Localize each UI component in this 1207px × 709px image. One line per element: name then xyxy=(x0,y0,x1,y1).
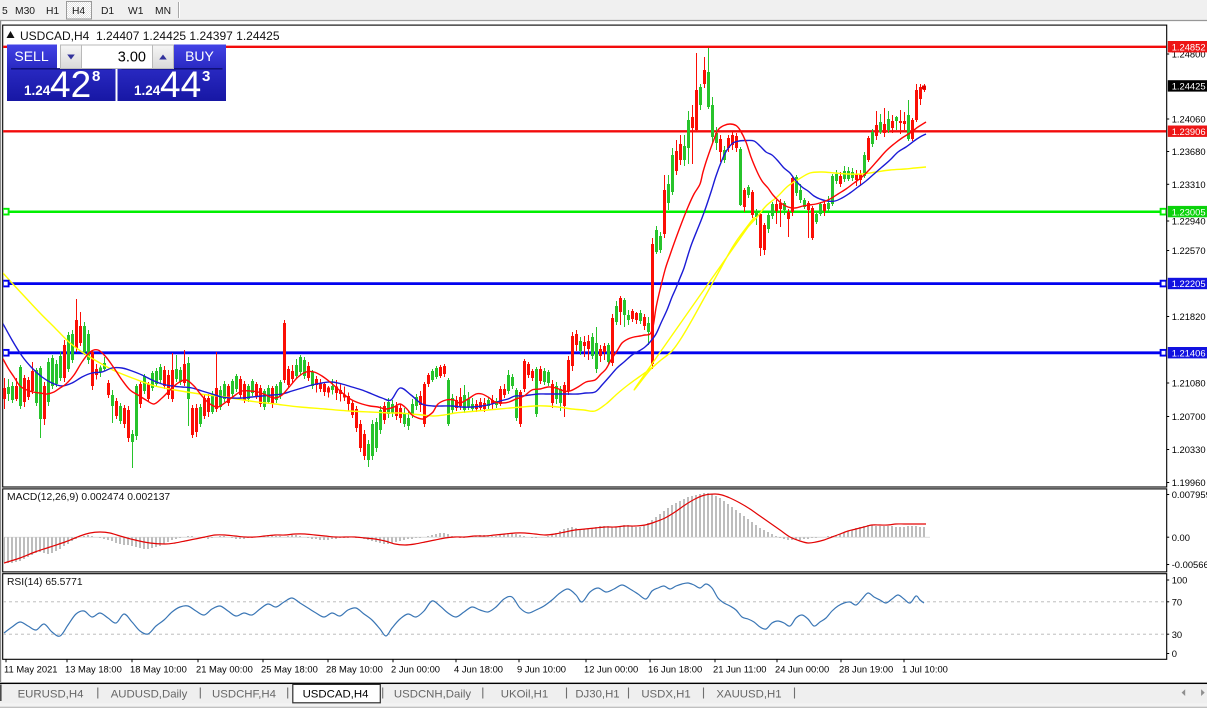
svg-text:21 May 00:00: 21 May 00:00 xyxy=(196,664,253,675)
svg-text:-0.00566: -0.00566 xyxy=(1172,559,1207,570)
svg-text:1.22205: 1.22205 xyxy=(1172,278,1206,289)
svg-text:MACD(12,26,9) 0.002474 0.00213: MACD(12,26,9) 0.002474 0.002137 xyxy=(7,492,170,503)
svg-text:2 Jun 00:00: 2 Jun 00:00 xyxy=(391,664,440,675)
svg-text:SELL: SELL xyxy=(14,48,48,64)
svg-text:MN: MN xyxy=(155,6,171,17)
svg-text:0.007959: 0.007959 xyxy=(1172,489,1207,500)
svg-text:USDCAD,H4 1.24407 1.24425 1.2: USDCAD,H4 1.24407 1.24425 1.24397 1.2442… xyxy=(20,29,280,43)
svg-text:0.00: 0.00 xyxy=(1172,532,1190,543)
svg-text:28 Jun 19:00: 28 Jun 19:00 xyxy=(839,664,893,675)
svg-text:USDX,H1: USDX,H1 xyxy=(641,689,690,701)
svg-text:5: 5 xyxy=(2,6,8,17)
svg-text:1.24800: 1.24800 xyxy=(1172,49,1206,60)
svg-text:1.23906: 1.23906 xyxy=(1172,126,1206,137)
svg-text:12 Jun 00:00: 12 Jun 00:00 xyxy=(584,664,638,675)
svg-text:1.20700: 1.20700 xyxy=(1172,411,1206,422)
svg-text:UKOil,H1: UKOil,H1 xyxy=(501,689,548,701)
svg-text:BUY: BUY xyxy=(185,48,214,64)
svg-text:1.20330: 1.20330 xyxy=(1172,444,1206,455)
svg-text:42: 42 xyxy=(50,64,91,105)
svg-text:3: 3 xyxy=(202,68,210,85)
svg-text:100: 100 xyxy=(1172,575,1188,586)
svg-text:M30: M30 xyxy=(15,6,35,17)
svg-text:USDCAD,H4: USDCAD,H4 xyxy=(303,689,369,701)
svg-text:1.21820: 1.21820 xyxy=(1172,311,1206,322)
svg-text:USDCHF,H4: USDCHF,H4 xyxy=(212,689,276,701)
svg-text:70: 70 xyxy=(1172,596,1182,607)
svg-text:1.22570: 1.22570 xyxy=(1172,245,1206,256)
svg-text:1.23680: 1.23680 xyxy=(1172,146,1206,157)
svg-text:11 May 2021: 11 May 2021 xyxy=(4,664,58,675)
svg-text:1.24425: 1.24425 xyxy=(1172,81,1206,92)
svg-text:RSI(14) 65.5771: RSI(14) 65.5771 xyxy=(7,577,83,588)
svg-text:28 May 10:00: 28 May 10:00 xyxy=(326,664,383,675)
svg-text:1.21080: 1.21080 xyxy=(1172,378,1206,389)
svg-text:16 Jun 18:00: 16 Jun 18:00 xyxy=(648,664,702,675)
svg-text:9 Jun 10:00: 9 Jun 10:00 xyxy=(517,664,566,675)
svg-text:0: 0 xyxy=(1172,648,1177,659)
svg-text:1.22940: 1.22940 xyxy=(1172,216,1206,227)
svg-text:4 Jun 18:00: 4 Jun 18:00 xyxy=(454,664,503,675)
svg-text:1.24060: 1.24060 xyxy=(1172,114,1206,125)
svg-text:13 May 18:00: 13 May 18:00 xyxy=(65,664,122,675)
svg-text:44: 44 xyxy=(160,64,201,105)
svg-text:1.23310: 1.23310 xyxy=(1172,179,1206,190)
svg-text:D1: D1 xyxy=(101,6,114,17)
svg-text:18 May 10:00: 18 May 10:00 xyxy=(130,664,187,675)
svg-text:1.23005: 1.23005 xyxy=(1172,206,1206,217)
svg-text:W1: W1 xyxy=(128,6,144,17)
svg-text:H4: H4 xyxy=(72,6,85,17)
svg-text:USDCNH,Daily: USDCNH,Daily xyxy=(394,689,472,701)
svg-text:21 Jun 11:00: 21 Jun 11:00 xyxy=(713,664,767,675)
svg-text:AUDUSD,Daily: AUDUSD,Daily xyxy=(111,689,188,701)
svg-text:1.24: 1.24 xyxy=(24,83,51,98)
svg-text:8: 8 xyxy=(92,68,100,85)
svg-text:1.24: 1.24 xyxy=(134,83,161,98)
svg-text:EURUSD,H4: EURUSD,H4 xyxy=(18,689,84,701)
svg-text:30: 30 xyxy=(1172,629,1182,640)
svg-text:1.24852: 1.24852 xyxy=(1172,41,1206,52)
svg-text:H1: H1 xyxy=(46,6,59,17)
svg-text:1.21406: 1.21406 xyxy=(1172,347,1206,358)
svg-text:1.19960: 1.19960 xyxy=(1172,477,1206,488)
svg-text:25 May 18:00: 25 May 18:00 xyxy=(261,664,318,675)
svg-text:3.00: 3.00 xyxy=(118,50,146,66)
svg-text:24 Jun 00:00: 24 Jun 00:00 xyxy=(775,664,829,675)
svg-text:DJ30,H1: DJ30,H1 xyxy=(575,689,619,701)
svg-text:XAUUSD,H1: XAUUSD,H1 xyxy=(716,689,781,701)
svg-text:1 Jul 10:00: 1 Jul 10:00 xyxy=(902,664,948,675)
